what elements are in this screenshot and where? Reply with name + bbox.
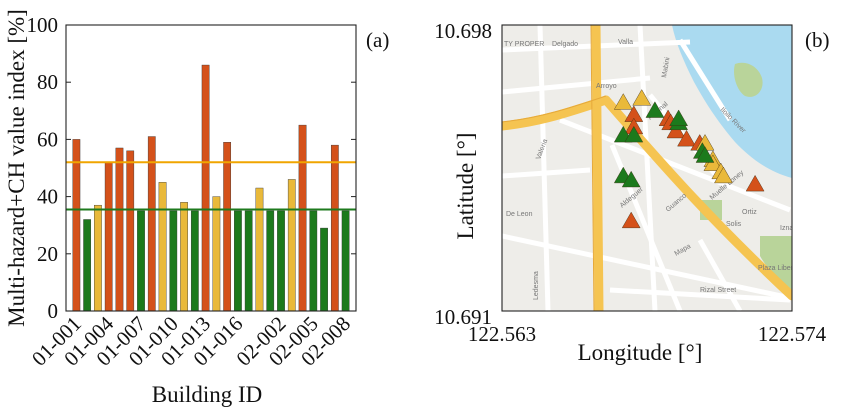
panel-b-axes-box — [501, 24, 793, 312]
bar-01-003 — [94, 204, 102, 312]
basemap: TY PROPERDelgadoVallaArroyoArsenalMabini… — [502, 25, 803, 311]
street-label: Valla — [618, 39, 633, 46]
major-roads — [502, 25, 792, 311]
building-marker-24 — [745, 174, 765, 192]
bar-01-012 — [190, 210, 199, 312]
street-label: Iznart — [780, 225, 798, 232]
panel-a-y-axis-label: Multi-hazard+CH value index [%] — [4, 9, 29, 327]
panel-b-y-axis-label: Latitude [°] — [453, 133, 478, 240]
y-tick-label-60: 60 — [37, 127, 58, 151]
bar-01-013 — [201, 64, 210, 312]
panel-b-y-tick-bottom: 10.691 — [434, 305, 492, 329]
bar-01-011 — [180, 202, 188, 312]
building-marker-12 — [624, 125, 644, 143]
building-marker-23 — [621, 170, 641, 188]
bar-01-002 — [83, 219, 92, 312]
panel-a-label: (a) — [366, 28, 389, 52]
building-marker-19 — [695, 146, 715, 163]
street-label: TY PROPER — [504, 41, 544, 48]
bar-02-005 — [309, 210, 318, 312]
y-tick-label-20: 20 — [37, 242, 58, 266]
panel-b-map: TY PROPERDelgadoVallaArroyoArsenalMabini… — [434, 19, 829, 365]
bar-01-001 — [72, 139, 81, 312]
bar-01-004 — [104, 162, 113, 312]
building-marker-10 — [669, 109, 688, 126]
street-label: Plaza Libertad — [758, 265, 803, 272]
y-tick-label-100: 100 — [27, 13, 59, 37]
panel-b-x-tick-right: 122.574 — [758, 322, 827, 346]
bar-01-014 — [212, 196, 221, 312]
bar-01-018 — [255, 187, 264, 312]
street-label: Solis — [726, 221, 742, 228]
street-label: Delgado — [552, 41, 578, 48]
park-green — [734, 62, 763, 97]
bar-02-004 — [298, 124, 307, 312]
y-tick-label-80: 80 — [37, 70, 58, 94]
street-label: Ortiz — [742, 209, 757, 216]
bar-01-016 — [234, 210, 242, 312]
bar-01-009 — [158, 182, 167, 312]
building-marker-2 — [632, 89, 652, 106]
bar-02-003 — [287, 179, 296, 312]
y-tick-label-0: 0 — [48, 299, 59, 323]
bar-02-007 — [330, 144, 339, 312]
street-label: Mabini — [661, 56, 672, 78]
bar-02-002 — [277, 210, 285, 312]
street-label: Ledesma — [533, 271, 540, 300]
building-marker-1 — [613, 93, 633, 110]
panel-a-plot-area — [66, 25, 356, 311]
street-label: Rizal Street — [700, 287, 736, 294]
panel-b-label: (b) — [805, 28, 830, 52]
y-tick-label-40: 40 — [37, 185, 58, 209]
bar-01-005 — [115, 147, 124, 312]
bar-01-007 — [137, 210, 145, 312]
street-label: Arroyo — [596, 83, 617, 90]
panel-a-axes-box — [65, 24, 357, 312]
river — [672, 25, 792, 178]
bar-02-006 — [320, 227, 328, 312]
plaza-libertad-park — [760, 236, 792, 290]
street-label: De Leon — [506, 211, 533, 218]
building-marker-8 — [666, 121, 686, 139]
bar-01-010 — [169, 210, 178, 312]
major-road-edges — [502, 25, 607, 311]
panel-a-x-axis-label: Building ID — [152, 382, 263, 407]
building-marker-18 — [703, 154, 723, 171]
panel-b-y-tick-top: 10.698 — [434, 19, 492, 43]
building-marker-21 — [714, 166, 733, 184]
panel-b-x-axis-label: Longitude [°] — [578, 340, 703, 365]
bar-01-006 — [126, 150, 135, 312]
building-marker-3 — [645, 101, 665, 118]
bar-01-015 — [223, 142, 232, 312]
bar-02-008 — [341, 210, 350, 312]
bar-01-017 — [244, 210, 253, 312]
building-marker-25 — [621, 211, 641, 229]
bar-02-001 — [266, 210, 275, 312]
panel-b-x-tick-left: 122.563 — [468, 322, 536, 346]
building-marker-13 — [677, 129, 696, 147]
